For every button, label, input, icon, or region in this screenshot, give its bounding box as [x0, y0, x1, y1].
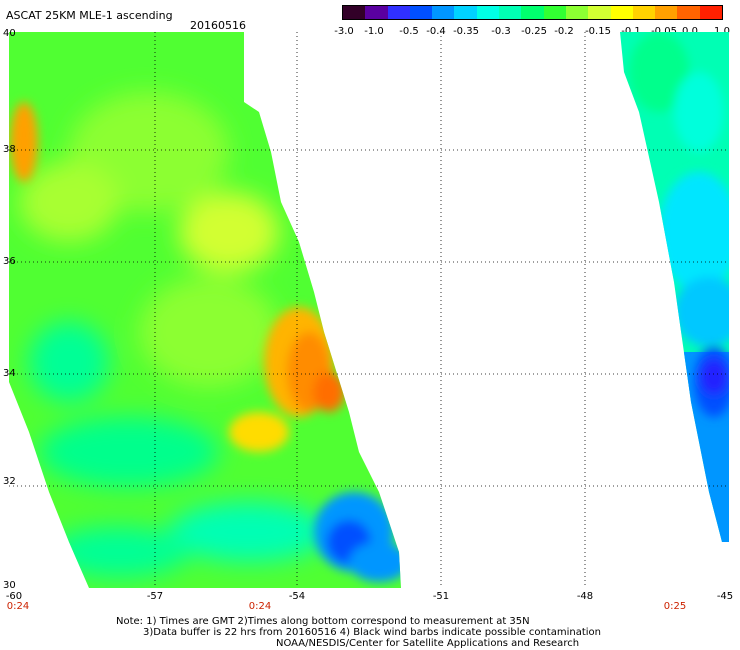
colorbar-tick-label: -3.0 — [334, 26, 354, 37]
time-label: 0:25 — [663, 601, 687, 612]
colorbar-tick-label: 1.0 — [714, 26, 730, 37]
right-swath — [620, 32, 729, 542]
colorbar-swatch — [365, 6, 388, 19]
time-label: 0:24 — [6, 601, 30, 612]
left-swath — [9, 32, 401, 588]
colorbar-swatch — [476, 6, 500, 19]
colorbar-swatch — [432, 6, 455, 19]
colorbar-swatch — [588, 6, 611, 19]
colorbar-tick-label: -0.5 — [399, 26, 419, 37]
colorbar-swatch — [409, 6, 433, 19]
lat-label: 30 — [3, 580, 16, 591]
colorbar-tick-label: -0.35 — [453, 26, 479, 37]
lon-label: -57 — [146, 591, 164, 602]
colorbar-swatch — [521, 6, 544, 19]
colorbar-swatch — [699, 6, 723, 19]
colorbar-swatch — [565, 6, 589, 19]
colorbar-swatch — [655, 6, 678, 19]
colorbar-tick-label: -0.1 — [621, 26, 641, 37]
lon-label: -54 — [288, 591, 306, 602]
colorbar-tick-label: -0.15 — [585, 26, 611, 37]
colorbar-tick-label: -1.0 — [364, 26, 384, 37]
colorbar-tick-label: -0.2 — [554, 26, 574, 37]
note-line-3: NOAA/NESDIS/Center for Satellite Applica… — [276, 638, 580, 649]
lon-label: -51 — [432, 591, 450, 602]
colorbar-swatch — [343, 6, 366, 19]
colorbar-swatch — [454, 6, 477, 19]
product-date: 20160516 — [190, 19, 246, 32]
lat-label: 34 — [3, 368, 16, 379]
graticule — [9, 32, 729, 588]
lon-label: -45 — [716, 591, 734, 602]
colorbar-tick-label: 0.0 — [682, 26, 698, 37]
colorbar-swatch — [499, 6, 522, 19]
lon-label: -60 — [5, 591, 23, 602]
lat-label: 40 — [3, 28, 16, 39]
colorbar-tick-label: -0.25 — [521, 26, 547, 37]
time-label: 0:24 — [248, 601, 272, 612]
lat-label: 38 — [3, 144, 16, 155]
lat-label: 32 — [3, 476, 16, 487]
note-line-1: Note: 1) Times are GMT 2)Times along bot… — [116, 616, 530, 627]
colorbar-tick-label: -0.05 — [651, 26, 677, 37]
lon-label: -48 — [576, 591, 594, 602]
colorbar-swatch — [543, 6, 566, 19]
colorbar — [342, 5, 723, 20]
product-title: ASCAT 25KM MLE-1 ascending — [6, 9, 173, 22]
colorbar-swatch — [387, 6, 410, 19]
colorbar-tick-label: -0.3 — [491, 26, 511, 37]
colorbar-swatch — [610, 6, 633, 19]
colorbar-swatch — [677, 6, 700, 19]
colorbar-tick-labels: -3.0 -1.0 -0.5 -0.4 -0.35 -0.3 -0.25 -0.2 -0.15-… — [334, 26, 736, 38]
colorbar-tick-label: -0.4 — [426, 26, 446, 37]
note-line-2: 3)Data buffer is 22 hrs from 20160516 4)… — [143, 627, 601, 638]
mle-swath-map — [9, 32, 729, 588]
colorbar-swatch — [632, 6, 656, 19]
lat-label: 36 — [3, 256, 16, 267]
